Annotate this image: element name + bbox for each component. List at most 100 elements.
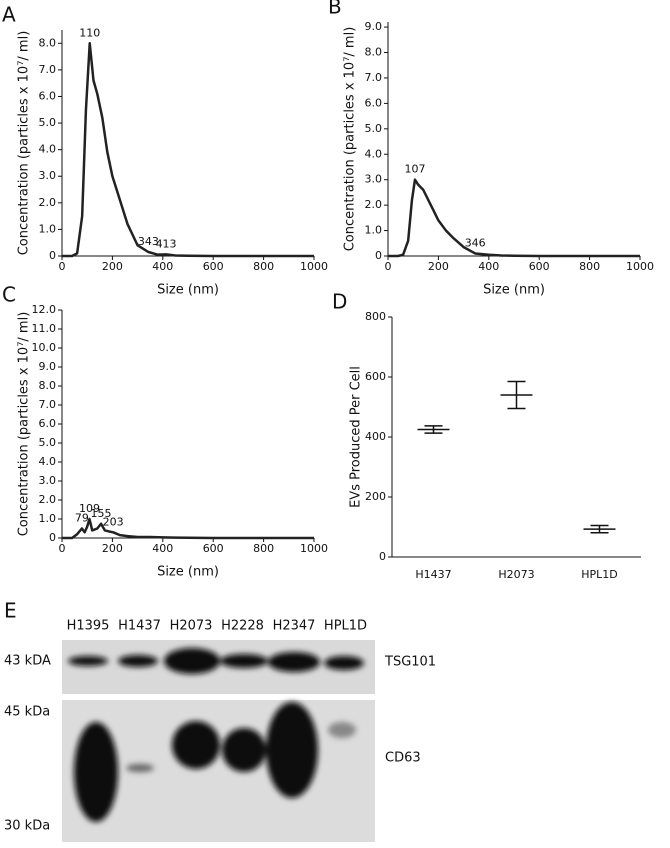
lane-label: H2073	[170, 619, 213, 634]
band	[164, 648, 220, 674]
annotation: 107	[404, 163, 425, 176]
y-axis-label: Concentration (particles x 10⁷/ ml)	[17, 312, 32, 537]
x-tick-label: 600	[203, 260, 224, 273]
marker-label: 45 kDa	[4, 705, 50, 720]
lane-label: H2228	[221, 619, 264, 634]
blot-membrane	[62, 640, 375, 694]
annotation: 346	[465, 236, 486, 249]
y-tick-label: 10.0	[32, 341, 57, 354]
y-tick-label: 8.0	[365, 46, 383, 59]
marker-label: 30 kDa	[4, 819, 50, 834]
y-tick-label: 5.0	[39, 436, 57, 449]
annotation: 203	[103, 515, 124, 528]
y-tick-label: 2.0	[39, 493, 57, 506]
x-tick-label: 1000	[626, 260, 654, 273]
y-tick-label: 0	[379, 550, 386, 563]
y-tick-label: 6.0	[39, 89, 57, 102]
x-tick-label: HPL1D	[581, 568, 618, 581]
y-tick-label: 6.0	[39, 417, 57, 430]
y-tick-label: 8.0	[39, 36, 57, 49]
y-tick-label: 2.0	[39, 196, 57, 209]
x-tick-label: 600	[529, 260, 550, 273]
annotation: 413	[156, 237, 177, 250]
x-tick-label: H2073	[498, 568, 534, 581]
y-tick-label: 3.0	[39, 474, 57, 487]
y-tick-label: 600	[365, 370, 386, 383]
x-tick-label: 200	[102, 260, 123, 273]
y-tick-label: 4.0	[39, 455, 57, 468]
panel-label: C	[2, 283, 16, 307]
y-tick-label: 200	[365, 490, 386, 503]
y-axis-label: Concentration (particles x 10⁷/ ml)	[17, 31, 32, 256]
y-tick-label: 7.0	[39, 398, 57, 411]
y-tick-label: 0	[49, 531, 56, 544]
panel-label: B	[328, 0, 342, 19]
y-tick-label: 9.0	[39, 360, 57, 373]
x-tick-label: 1000	[300, 542, 328, 555]
y-tick-label: 8.0	[39, 379, 57, 392]
protein-label: TSG101	[384, 655, 436, 670]
protein-label: CD63	[385, 751, 421, 766]
y-tick-label: 9.0	[365, 20, 383, 33]
annotation: 155	[91, 507, 112, 520]
band	[74, 722, 118, 822]
x-tick-label: 400	[152, 542, 173, 555]
y-tick-label: 4.0	[365, 147, 383, 160]
x-tick-label: 200	[428, 260, 449, 273]
y-tick-label: 1.0	[39, 512, 57, 525]
y-tick-label: 6.0	[365, 96, 383, 109]
y-axis-label: Concentration (particles x 10⁷/ ml)	[343, 27, 358, 252]
y-tick-label: 11.0	[32, 322, 57, 335]
lane-label: H1437	[118, 619, 161, 634]
lane-label: H1395	[67, 619, 110, 634]
y-tick-label: 5.0	[365, 122, 383, 135]
y-tick-label: 1.0	[365, 224, 383, 237]
y-axis-label: EVs Produced Per Cell	[349, 366, 364, 508]
y-tick-label: 0	[375, 249, 382, 262]
x-tick-label: 800	[579, 260, 600, 273]
band	[268, 652, 320, 672]
lane-label: H2347	[273, 619, 316, 634]
marker-label: 43 kDA	[4, 654, 51, 669]
y-tick-label: 7.0	[365, 71, 383, 84]
panel-label: E	[4, 599, 17, 623]
x-tick-label: 400	[152, 260, 173, 273]
y-tick-label: 12.0	[32, 303, 57, 316]
lane-label: HPL1D	[324, 619, 367, 634]
western-blot: E 43 kDA 45 kDa 30 kDa TSG101 CD63	[4, 599, 436, 842]
annotation: 110	[79, 26, 100, 39]
band	[328, 722, 356, 738]
y-tick-label: 4.0	[39, 143, 57, 156]
line	[62, 517, 314, 540]
y-tick-label: 7.0	[39, 63, 57, 76]
x-axis-label: Size (nm)	[157, 565, 219, 580]
x-tick-label: 800	[253, 542, 274, 555]
y-tick-label: 1.0	[39, 222, 57, 235]
x-tick-label: 400	[478, 260, 499, 273]
x-tick-label: 0	[59, 260, 66, 273]
line	[388, 178, 640, 258]
x-tick-label: 200	[102, 542, 123, 555]
band	[222, 728, 266, 772]
x-tick-label: 0	[385, 260, 392, 273]
band	[126, 764, 154, 772]
y-tick-label: 3.0	[39, 169, 57, 182]
annotation: 79	[75, 512, 89, 525]
annotation: 109	[79, 502, 100, 515]
band	[68, 656, 108, 666]
line	[62, 42, 314, 258]
y-tick-label: 0	[49, 249, 56, 262]
x-tick-label: 0	[59, 542, 66, 555]
panel-label: A	[2, 3, 16, 27]
x-tick-label: H1437	[415, 568, 451, 581]
band	[172, 721, 220, 769]
x-tick-label: 1000	[300, 260, 328, 273]
band	[220, 654, 268, 668]
x-axis-label: Size (nm)	[157, 283, 219, 298]
y-tick-label: 3.0	[365, 173, 383, 186]
y-tick-label: 800	[365, 310, 386, 323]
y-tick-label: 5.0	[39, 116, 57, 129]
band	[266, 702, 318, 798]
x-tick-label: 800	[253, 260, 274, 273]
